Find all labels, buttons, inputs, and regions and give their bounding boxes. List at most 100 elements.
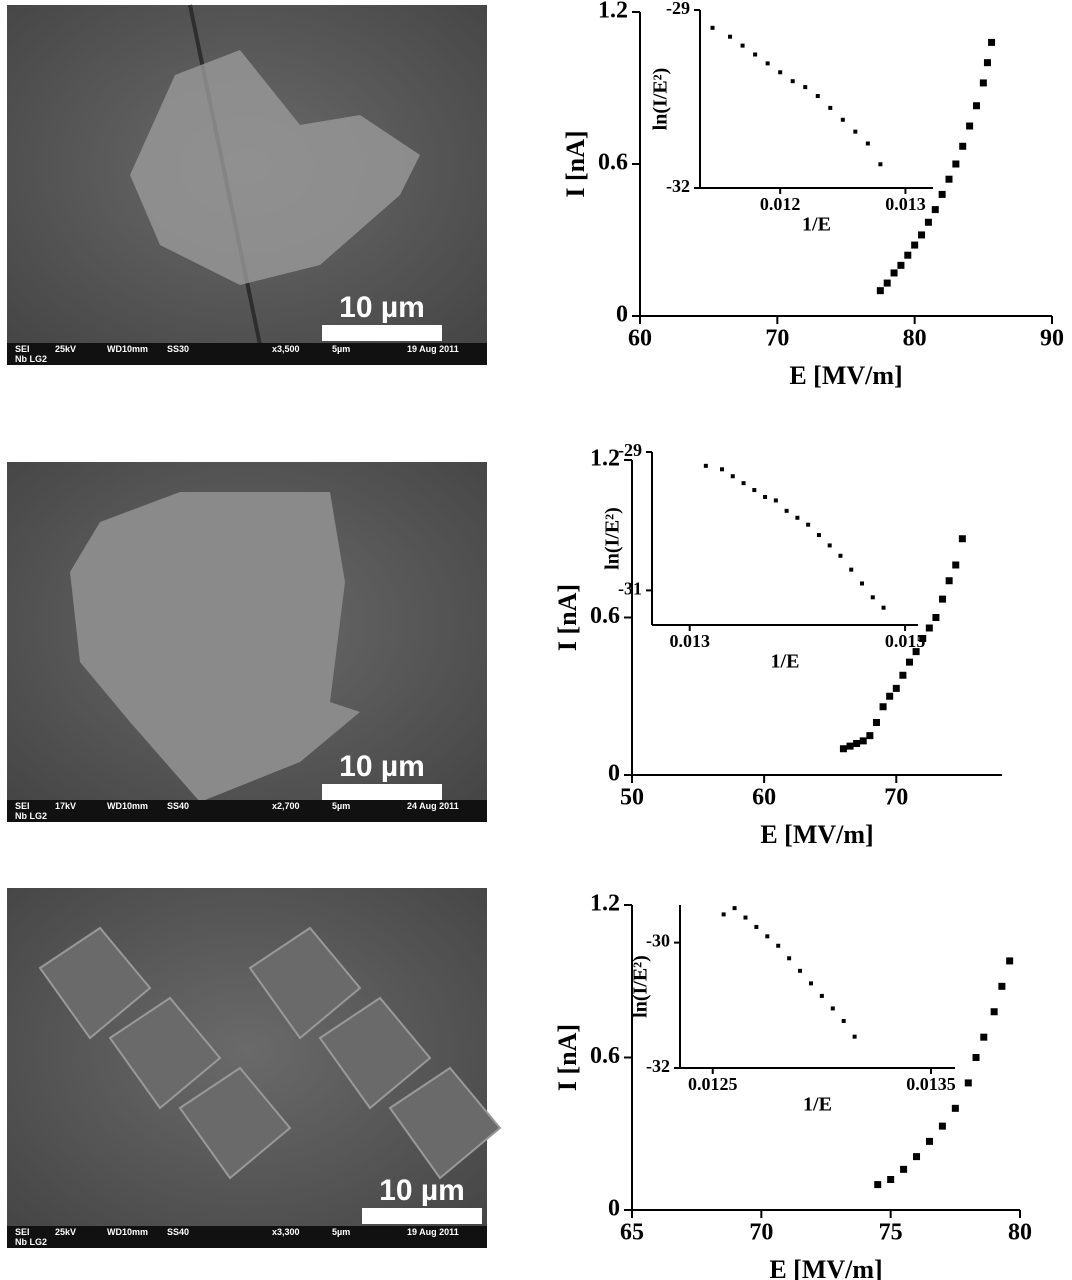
y-axis-label: ln(I/E²)	[630, 955, 652, 1018]
point	[798, 969, 802, 973]
x-tick-label: 0.015	[885, 631, 926, 651]
sem-info: x3,500	[272, 344, 300, 354]
y-axis-label: I [nA]	[553, 1024, 582, 1091]
point	[900, 1166, 907, 1173]
point	[743, 916, 747, 920]
figure: SEI25kVWD10mmSS30x3,5005µm19 Aug 2011Nb …	[0, 0, 1072, 1280]
point	[904, 252, 911, 259]
x-axis-label: E [MV/m]	[760, 820, 873, 849]
y-tick-label: 0	[608, 761, 620, 787]
x-axis-label: E [MV/m]	[769, 1255, 882, 1280]
x-tick-label: 0.0135	[906, 1074, 956, 1094]
sem-info: SEI	[15, 344, 30, 354]
point	[841, 118, 845, 122]
point	[752, 488, 756, 492]
x-axis-label: 1/E	[803, 1094, 832, 1116]
point	[795, 516, 799, 520]
point	[913, 1153, 920, 1160]
inset-bg	[700, 10, 933, 188]
point	[966, 123, 973, 130]
sem-info: 19 Aug 2011	[407, 1227, 459, 1237]
point	[741, 44, 745, 48]
y-tick-label: -32	[646, 1056, 670, 1076]
sem-info: WD10mm	[107, 344, 148, 354]
y-tick-label: -32	[666, 176, 690, 196]
y-tick-label: 0.6	[590, 1043, 620, 1069]
y-tick-label: 0.6	[598, 150, 628, 176]
point	[932, 206, 939, 213]
point	[765, 934, 769, 938]
sem-info: 19 Aug 2011	[407, 344, 459, 354]
point	[728, 35, 732, 39]
point	[991, 1008, 998, 1015]
sem-info: 25kV	[55, 1227, 76, 1237]
sem-info: SS40	[167, 1227, 189, 1237]
point	[766, 61, 770, 65]
point	[973, 102, 980, 109]
sem-info: 17kV	[55, 801, 76, 811]
scale-bar	[322, 784, 442, 800]
point	[776, 944, 780, 948]
point	[849, 568, 853, 572]
y-tick-label: 1.2	[598, 0, 628, 24]
x-tick-label: 75	[879, 1220, 903, 1246]
y-tick-label: 1.2	[590, 891, 620, 917]
point	[926, 1138, 933, 1145]
point	[866, 732, 873, 739]
point	[860, 737, 867, 744]
point	[884, 280, 891, 287]
sem-info: SS40	[167, 801, 189, 811]
point	[711, 26, 715, 30]
x-tick-label: 50	[620, 785, 644, 811]
sem-info: 5µm	[332, 1227, 350, 1237]
point	[1006, 957, 1013, 964]
point	[918, 231, 925, 238]
inset-bg	[680, 905, 955, 1068]
x-tick-label: 60	[628, 326, 652, 352]
point	[853, 130, 857, 134]
point	[886, 693, 893, 700]
point	[946, 577, 953, 584]
point	[952, 1105, 959, 1112]
point	[952, 562, 959, 569]
x-tick-label: 80	[903, 326, 927, 352]
y-tick-label: 1.2	[590, 446, 620, 472]
point	[704, 464, 708, 468]
point	[774, 498, 778, 502]
point	[959, 143, 966, 150]
point	[853, 1035, 857, 1039]
scale-bar	[362, 1208, 482, 1224]
inset-bg	[652, 452, 918, 625]
y-tick-label: 0.6	[590, 603, 620, 629]
point	[959, 535, 966, 542]
point	[816, 94, 820, 98]
point	[932, 614, 939, 621]
y-tick-label: -29	[618, 440, 642, 460]
scale-label: 10 µm	[339, 750, 425, 783]
point	[926, 625, 933, 632]
point	[720, 467, 724, 471]
point	[984, 59, 991, 66]
point	[866, 142, 870, 146]
point	[980, 79, 987, 86]
x-tick-label: 0.0125	[688, 1074, 738, 1094]
point	[988, 39, 995, 46]
point	[939, 1123, 946, 1130]
point	[820, 994, 824, 998]
x-tick-label: 90	[1040, 326, 1064, 352]
point	[847, 743, 854, 750]
sem-info: SEI	[15, 1227, 30, 1237]
point	[911, 242, 918, 249]
y-axis-label: I [nA]	[561, 130, 590, 197]
sem-info: SEI	[15, 801, 30, 811]
point	[998, 983, 1005, 990]
point	[803, 85, 807, 89]
point	[899, 672, 906, 679]
point	[831, 1006, 835, 1010]
point	[778, 70, 782, 74]
x-axis-label: E [MV/m]	[789, 361, 902, 390]
point	[817, 533, 821, 537]
sem-info: WD10mm	[107, 1227, 148, 1237]
x-tick-label: 70	[765, 326, 789, 352]
point	[838, 554, 842, 558]
